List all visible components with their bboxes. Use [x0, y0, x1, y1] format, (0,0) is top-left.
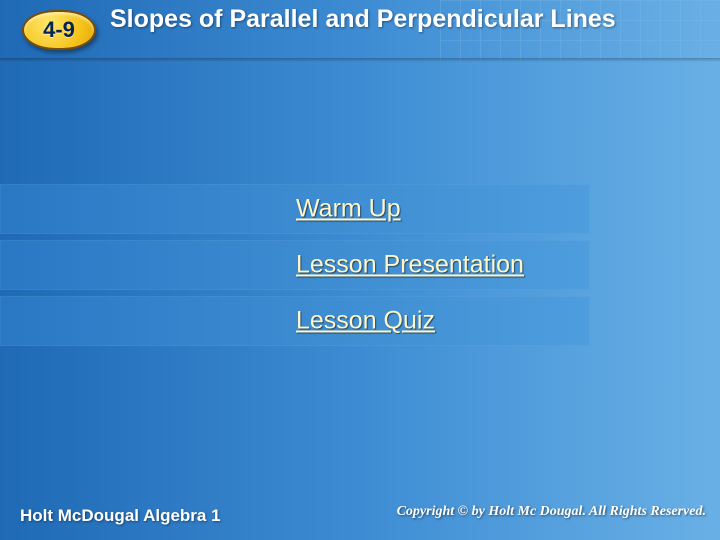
menu-link-label: Lesson Quiz	[296, 307, 435, 336]
menu-item-lesson-quiz[interactable]: Lesson Quiz	[0, 296, 590, 346]
menu-item-lesson-presentation[interactable]: Lesson Presentation	[0, 240, 590, 290]
section-number: 4-9	[43, 17, 75, 43]
page-title: Slopes of Parallel and Perpendicular Lin…	[110, 4, 616, 34]
menu-link-label: Warm Up	[296, 195, 401, 224]
section-badge: 4-9	[22, 10, 96, 50]
menu-item-warm-up[interactable]: Warm Up	[0, 184, 590, 234]
footer-copyright: Copyright © by Holt Mc Dougal. All Right…	[397, 504, 706, 520]
footer-textbook-title: Holt McDougal Algebra 1	[20, 506, 221, 526]
menu-link-label: Lesson Presentation	[296, 251, 524, 280]
slide: 4-9 Slopes of Parallel and Perpendicular…	[0, 0, 720, 540]
lesson-menu: Warm Up Lesson Presentation Lesson Quiz	[0, 184, 590, 352]
header-divider	[0, 58, 720, 62]
